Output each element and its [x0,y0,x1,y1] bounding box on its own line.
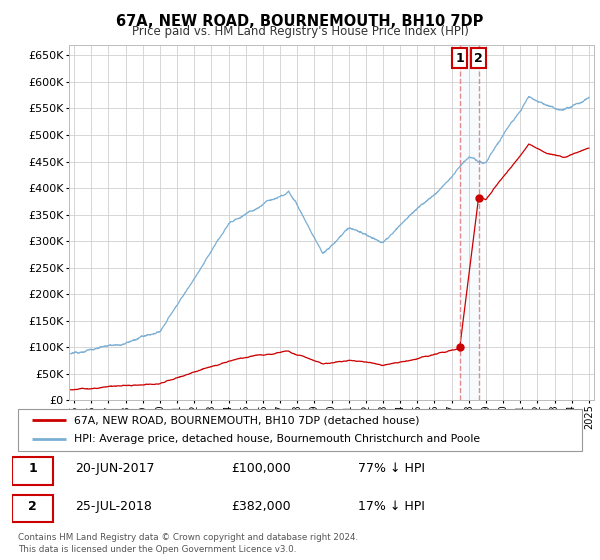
Text: 2: 2 [28,500,37,513]
Text: £382,000: £382,000 [231,500,290,513]
Text: Price paid vs. HM Land Registry's House Price Index (HPI): Price paid vs. HM Land Registry's House … [131,25,469,38]
Text: HPI: Average price, detached house, Bournemouth Christchurch and Poole: HPI: Average price, detached house, Bour… [74,435,481,445]
FancyBboxPatch shape [12,458,53,484]
Text: 1: 1 [455,52,464,64]
Text: 25-JUL-2018: 25-JUL-2018 [76,500,152,513]
FancyBboxPatch shape [18,409,582,451]
Text: Contains HM Land Registry data © Crown copyright and database right 2024.
This d: Contains HM Land Registry data © Crown c… [18,533,358,554]
Text: 17% ↓ HPI: 17% ↓ HPI [358,500,424,513]
Text: 1: 1 [28,462,37,475]
Text: 20-JUN-2017: 20-JUN-2017 [76,462,155,475]
FancyBboxPatch shape [12,495,53,522]
Text: 67A, NEW ROAD, BOURNEMOUTH, BH10 7DP (detached house): 67A, NEW ROAD, BOURNEMOUTH, BH10 7DP (de… [74,415,420,425]
Text: 67A, NEW ROAD, BOURNEMOUTH, BH10 7DP: 67A, NEW ROAD, BOURNEMOUTH, BH10 7DP [116,14,484,29]
Text: £100,000: £100,000 [231,462,290,475]
Text: 2: 2 [474,52,483,64]
Bar [460,45,479,400]
Text: 77% ↓ HPI: 77% ↓ HPI [358,462,425,475]
